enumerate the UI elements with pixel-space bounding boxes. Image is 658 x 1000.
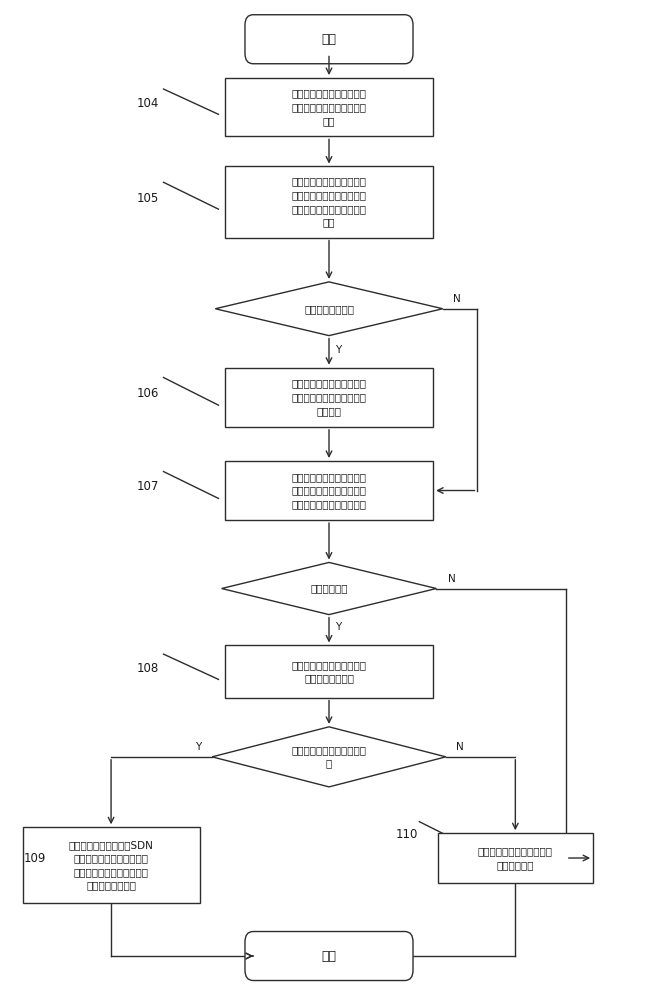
- Text: 业务流量调度应用通过SDN
控制器将要切换的备用路径
信息的流表下发到对应的多
个白牌物理设备上: 业务流量调度应用通过SDN 控制器将要切换的备用路径 信息的流表下发到对应的多 …: [68, 840, 153, 891]
- Text: Y: Y: [195, 742, 201, 752]
- Bar: [225, 166, 433, 238]
- Text: 业务流量调度应用周期性把
获取到的流表信息和链路质
量信息与粒度调整策略进行
比对: 业务流量调度应用周期性把 获取到的流表信息和链路质 量信息与粒度调整策略进行 比…: [291, 177, 367, 227]
- Text: 是否需要粒度调整: 是否需要粒度调整: [304, 304, 354, 314]
- Bar: [225, 645, 433, 698]
- Text: 107: 107: [136, 480, 159, 493]
- Text: 106: 106: [136, 387, 159, 400]
- Text: 业务流量调度应用周期性获
取流表统计信息和链路质量
信息: 业务流量调度应用周期性获 取流表统计信息和链路质量 信息: [291, 89, 367, 126]
- Bar: [225, 368, 433, 427]
- Text: 输出调度失败的信息到业务
流量调度应用: 输出调度失败的信息到业务 流量调度应用: [478, 846, 553, 870]
- Text: 遍历备用路径，寻找一条符
合策略的最优路径: 遍历备用路径，寻找一条符 合策略的最优路径: [291, 660, 367, 683]
- Text: 是否需要调度: 是否需要调度: [311, 584, 347, 594]
- Text: 结束: 结束: [322, 950, 336, 963]
- Text: 108: 108: [137, 662, 159, 675]
- Bar: [22, 827, 199, 903]
- Text: 104: 104: [136, 97, 159, 110]
- Text: 105: 105: [137, 192, 159, 205]
- Polygon shape: [212, 727, 446, 787]
- Text: 业务流量调度应用周期性把
获取到的流表信息和链路质
量信息与调度策略进行比对: 业务流量调度应用周期性把 获取到的流表信息和链路质 量信息与调度策略进行比对: [291, 472, 367, 509]
- Text: 把符合粒度聚合条件的表项
聚合，符合粒度拆分条件的
表项拆分: 把符合粒度聚合条件的表项 聚合，符合粒度拆分条件的 表项拆分: [291, 379, 367, 416]
- Polygon shape: [215, 282, 443, 336]
- Text: N: N: [456, 742, 464, 752]
- Polygon shape: [222, 562, 436, 615]
- Text: 开始: 开始: [322, 33, 336, 46]
- Text: N: N: [453, 294, 461, 304]
- Bar: [225, 461, 433, 520]
- Text: Y: Y: [336, 622, 342, 632]
- FancyBboxPatch shape: [245, 15, 413, 64]
- Bar: [225, 78, 433, 136]
- Text: Y: Y: [336, 345, 342, 355]
- Text: 是否存在符合策略的备用路
径: 是否存在符合策略的备用路 径: [291, 745, 367, 768]
- Bar: [438, 833, 593, 883]
- Text: N: N: [448, 574, 456, 584]
- FancyBboxPatch shape: [245, 932, 413, 981]
- Text: 110: 110: [395, 828, 418, 841]
- Text: 109: 109: [24, 852, 47, 865]
